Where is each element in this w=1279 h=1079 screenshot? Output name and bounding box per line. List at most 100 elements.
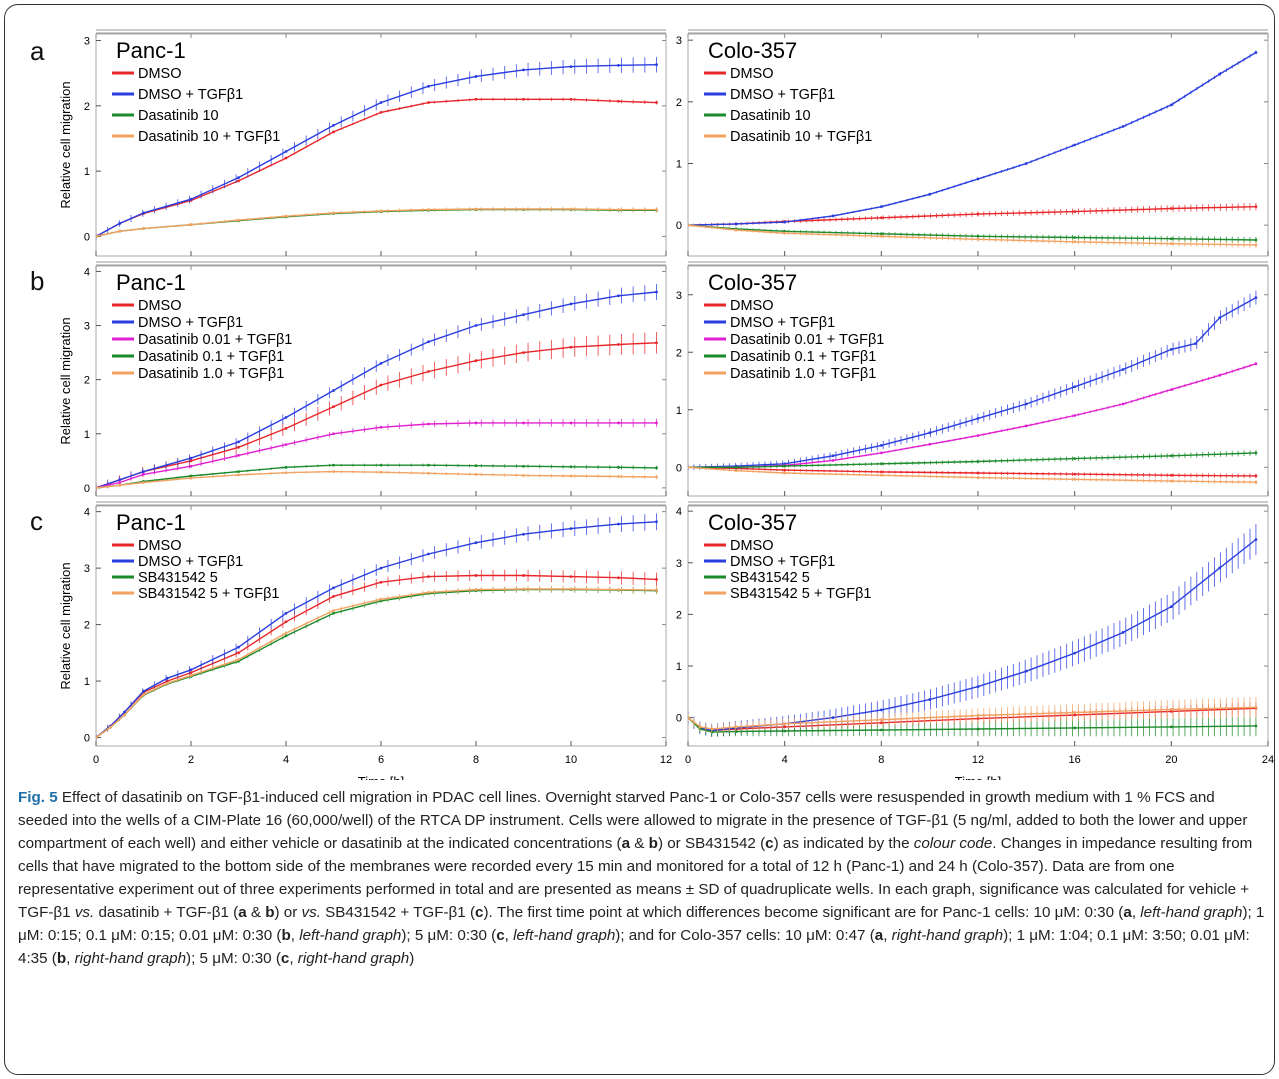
data-point <box>831 214 835 218</box>
data-point <box>976 460 980 463</box>
series-line <box>96 521 657 739</box>
y-tick-label: 2 <box>676 609 682 621</box>
data-point <box>332 611 335 615</box>
y-tick-label: 1 <box>84 166 90 178</box>
data-point <box>474 588 478 591</box>
caption-run: vs. <box>301 904 321 921</box>
data-point <box>1024 402 1028 406</box>
data-point <box>332 211 335 215</box>
data-point <box>474 207 478 211</box>
data-point <box>688 223 690 227</box>
data-point <box>569 575 573 578</box>
data-point <box>617 208 620 212</box>
data-point <box>284 156 288 160</box>
caption-run: left-hand graph <box>1140 904 1243 921</box>
x-axis-title: Time [h] <box>358 774 404 780</box>
legend-label: Dasatinib 10 <box>730 108 811 124</box>
data-point <box>379 425 383 429</box>
x-tick-label: 8 <box>878 754 884 766</box>
series-line <box>96 291 657 489</box>
x-tick-label: 2 <box>188 754 194 766</box>
data-point <box>237 218 240 222</box>
data-point <box>379 463 383 467</box>
caption-run: c <box>475 904 484 921</box>
series-1 <box>96 513 658 741</box>
data-point <box>688 716 690 720</box>
data-point <box>118 481 122 484</box>
data-point <box>379 110 383 114</box>
data-point <box>569 97 573 101</box>
x-tick-label: 10 <box>565 754 577 766</box>
data-point <box>284 620 288 624</box>
data-point <box>1169 479 1173 483</box>
data-point <box>655 421 658 425</box>
data-point <box>284 631 288 635</box>
data-point <box>710 730 714 734</box>
data-point <box>976 212 980 216</box>
data-point <box>1169 207 1173 210</box>
data-point <box>1121 631 1125 634</box>
data-point <box>783 725 787 729</box>
data-point <box>617 63 620 67</box>
data-point <box>1073 726 1077 730</box>
data-point <box>1169 347 1173 351</box>
y-tick-label: 1 <box>676 405 682 417</box>
data-point <box>617 588 620 591</box>
data-point <box>189 671 193 674</box>
x-tick-label: 12 <box>660 754 672 766</box>
caption-run: ); 5 μM: 0:30 ( <box>401 927 497 944</box>
data-point <box>734 228 738 232</box>
data-point <box>1121 402 1125 406</box>
data-point <box>655 208 658 212</box>
legend-label: DMSO <box>730 538 774 554</box>
data-point <box>976 476 980 479</box>
data-point <box>1073 711 1077 714</box>
data-point <box>237 179 240 183</box>
series-line <box>688 466 1256 477</box>
data-point <box>1254 296 1258 300</box>
data-point <box>1073 385 1077 389</box>
data-point <box>427 370 430 373</box>
y-tick-label: 1 <box>676 661 682 673</box>
caption-run: , <box>289 950 298 967</box>
data-point <box>655 475 658 479</box>
data-point <box>284 465 288 469</box>
data-point <box>879 473 883 477</box>
legend-label: SB431542 5 + TGFβ1 <box>138 586 279 602</box>
data-point <box>379 597 383 601</box>
series-3 <box>96 463 658 490</box>
caption-run: ). The first time point at which differe… <box>483 904 1124 921</box>
data-point <box>379 209 383 213</box>
caption-run: b <box>265 904 275 921</box>
series-1 <box>96 283 658 492</box>
data-point <box>189 197 193 201</box>
data-point <box>1254 705 1258 709</box>
data-point <box>710 727 714 731</box>
data-point <box>189 464 193 468</box>
chart-a-panc1: 0 1 2 3 Relative cell migration Panc-1 DMSO DMS… <box>58 29 667 257</box>
data-point <box>474 324 478 327</box>
panel-letter-c: c <box>30 506 43 536</box>
data-point <box>1121 125 1125 128</box>
data-point <box>1169 242 1173 246</box>
plot-frame <box>95 33 667 257</box>
y-tick-label: 1 <box>84 676 90 688</box>
data-point <box>879 205 883 209</box>
caption-run: left-hand graph <box>299 927 402 944</box>
data-point <box>474 97 478 101</box>
caption-run: a <box>238 904 247 921</box>
data-point <box>237 440 240 444</box>
caption-run: ) or SB431542 ( <box>657 835 766 852</box>
figure-caption: Fig. 5 Effect of dasatinib on TGF-β1-ind… <box>18 786 1266 970</box>
legend-label: DMSO <box>730 66 774 82</box>
cell-line-title: Colo-357 <box>708 270 797 295</box>
data-point <box>427 340 430 344</box>
data-point <box>783 220 787 224</box>
series-line <box>96 64 657 238</box>
data-point <box>379 362 383 365</box>
y-tick-label: 3 <box>84 36 90 48</box>
data-point <box>1254 51 1258 54</box>
data-point <box>617 576 620 580</box>
data-point <box>142 470 145 474</box>
